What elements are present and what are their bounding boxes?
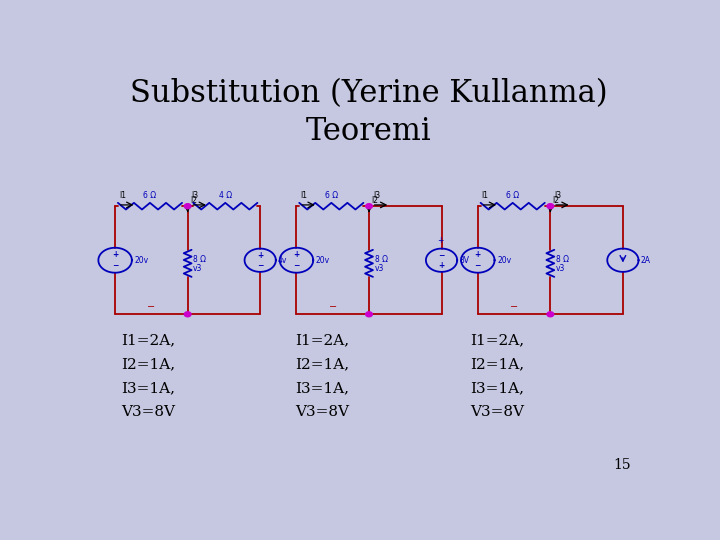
Text: +: + [474, 251, 481, 260]
Polygon shape [547, 204, 554, 208]
Text: v3: v3 [374, 264, 384, 273]
Text: +: + [112, 251, 118, 260]
Text: I3: I3 [373, 191, 380, 199]
Text: −: − [148, 302, 156, 312]
Text: I2: I2 [190, 196, 197, 205]
Text: 4 Ω: 4 Ω [219, 191, 232, 200]
Text: 6 Ω: 6 Ω [143, 191, 156, 200]
Text: 4v: 4v [278, 256, 287, 265]
Polygon shape [184, 204, 191, 208]
Text: I1=2A,: I1=2A, [121, 333, 175, 347]
Text: I1: I1 [300, 191, 307, 199]
Text: 8 Ω: 8 Ω [556, 255, 569, 264]
Text: V3=8V: V3=8V [295, 406, 349, 420]
Text: −: − [474, 261, 481, 270]
Text: I1: I1 [482, 191, 489, 199]
Text: v3: v3 [556, 264, 565, 273]
Text: I3: I3 [192, 191, 199, 199]
Text: −: − [257, 261, 264, 269]
Text: I3=1A,: I3=1A, [121, 381, 175, 395]
Text: 8V: 8V [459, 256, 469, 265]
Text: +: + [257, 251, 264, 260]
Text: −: − [112, 261, 118, 270]
Text: I1=2A,: I1=2A, [471, 333, 525, 347]
Text: +: + [293, 251, 300, 260]
Text: 20v: 20v [316, 256, 330, 265]
Text: −: − [510, 302, 518, 312]
Text: V3=8V: V3=8V [471, 406, 525, 420]
Text: 20v: 20v [498, 256, 511, 265]
Text: −: − [438, 251, 445, 260]
Text: −: − [293, 261, 300, 270]
Text: I1: I1 [119, 191, 126, 199]
Text: 8 Ω: 8 Ω [193, 255, 206, 264]
Polygon shape [547, 312, 554, 317]
Text: V3=8V: V3=8V [121, 406, 175, 420]
Polygon shape [366, 312, 372, 317]
Text: I1=2A,: I1=2A, [295, 333, 349, 347]
Text: Substitution (Yerine Kullanma): Substitution (Yerine Kullanma) [130, 78, 608, 110]
Text: 2A: 2A [641, 256, 651, 265]
Text: 20v: 20v [135, 256, 149, 265]
Text: I3=1A,: I3=1A, [295, 381, 349, 395]
Text: +: + [438, 261, 445, 269]
Text: I3=1A,: I3=1A, [471, 381, 525, 395]
Text: 15: 15 [613, 458, 631, 472]
Text: 8 Ω: 8 Ω [374, 255, 387, 264]
Text: I2=1A,: I2=1A, [121, 357, 175, 371]
Text: 6 Ω: 6 Ω [325, 191, 338, 200]
Text: +: + [437, 237, 444, 245]
Polygon shape [366, 204, 372, 208]
Text: I2: I2 [372, 196, 378, 205]
Text: I2=1A,: I2=1A, [295, 357, 349, 371]
Text: v3: v3 [193, 264, 202, 273]
Text: 6 Ω: 6 Ω [506, 191, 519, 200]
Text: Teoremi: Teoremi [306, 116, 432, 147]
Text: I2: I2 [552, 196, 559, 205]
Text: I2=1A,: I2=1A, [471, 357, 525, 371]
Text: I3: I3 [554, 191, 562, 199]
Polygon shape [184, 312, 191, 317]
Text: −: − [328, 302, 337, 312]
